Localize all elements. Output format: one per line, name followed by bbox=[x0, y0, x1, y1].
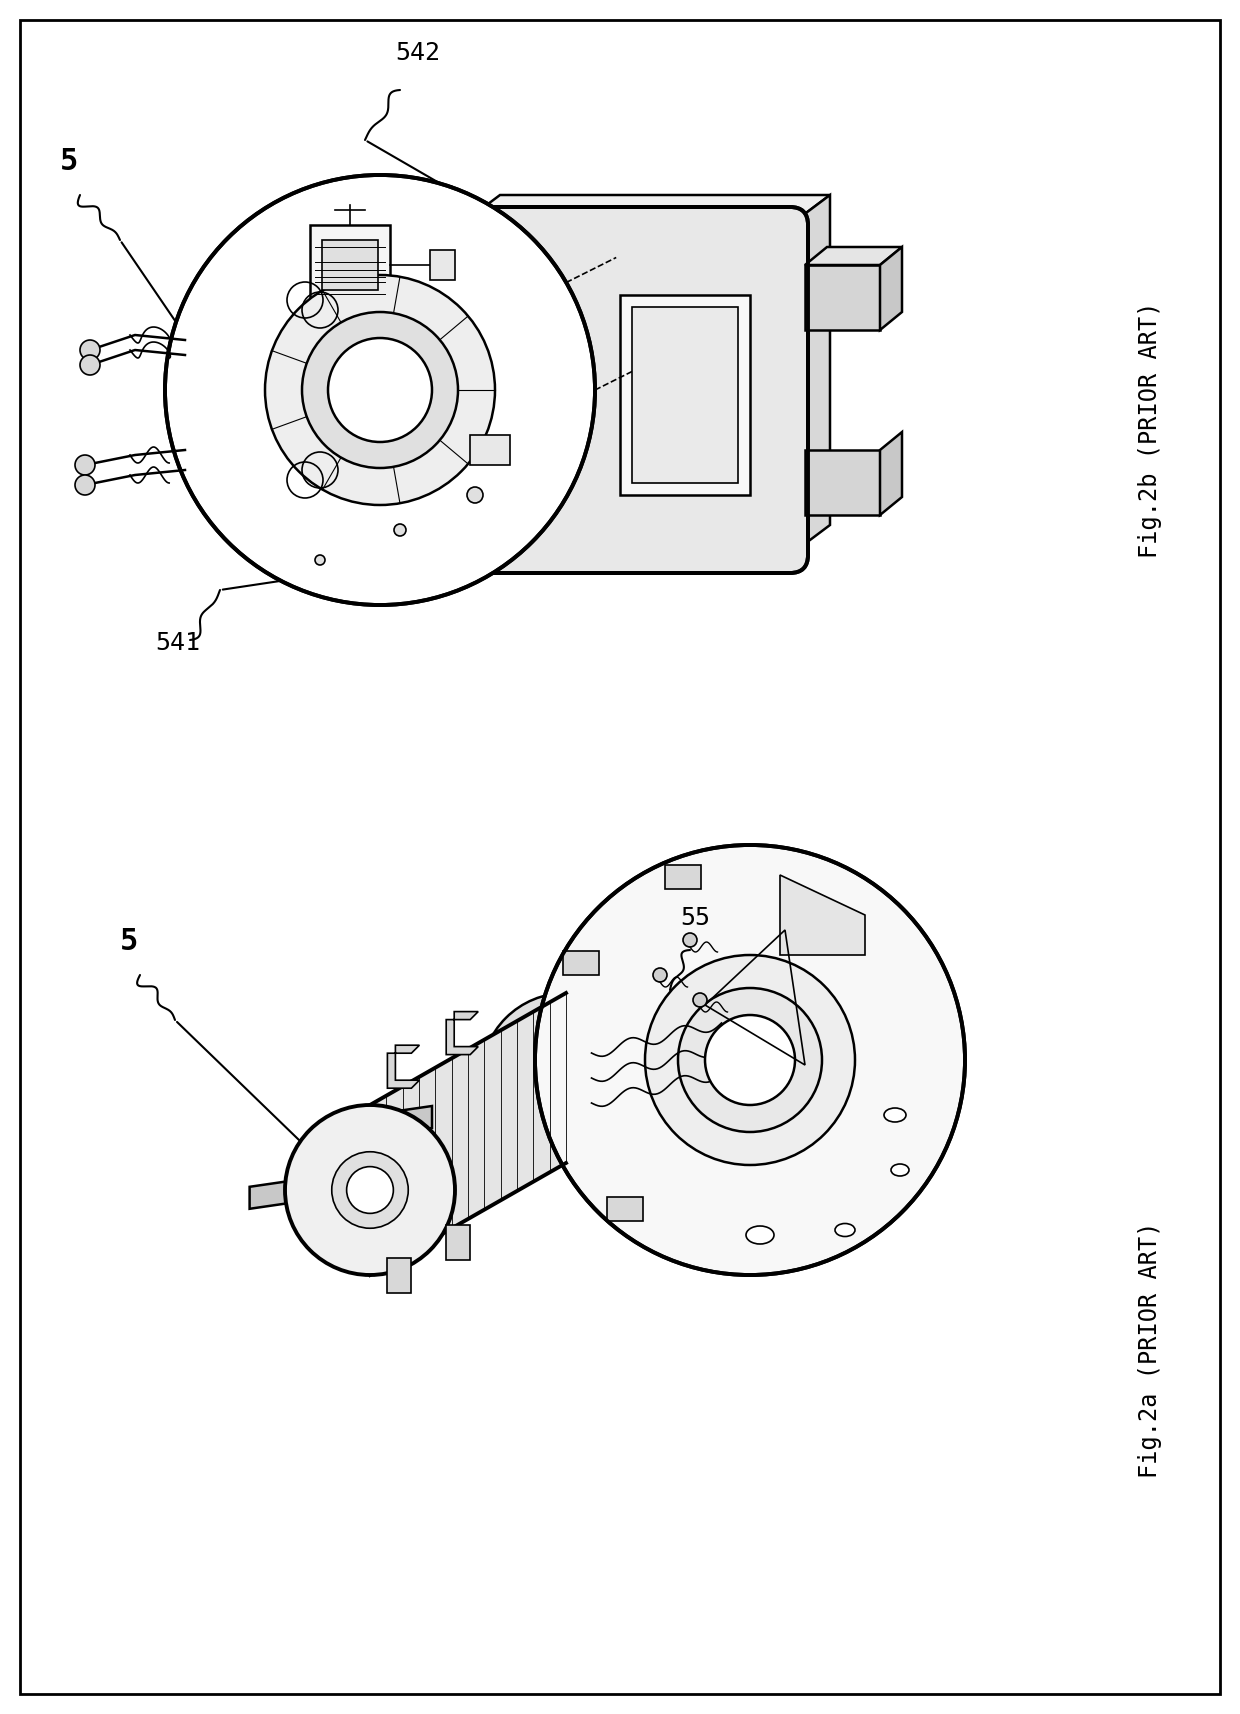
Ellipse shape bbox=[332, 1152, 408, 1229]
Polygon shape bbox=[430, 250, 455, 279]
Polygon shape bbox=[377, 1106, 432, 1136]
Circle shape bbox=[265, 274, 495, 506]
Circle shape bbox=[329, 338, 432, 442]
Polygon shape bbox=[632, 307, 738, 483]
Circle shape bbox=[467, 487, 484, 502]
Polygon shape bbox=[805, 451, 880, 514]
Circle shape bbox=[315, 555, 325, 566]
Circle shape bbox=[645, 955, 856, 1166]
Ellipse shape bbox=[892, 1164, 909, 1176]
Circle shape bbox=[706, 1015, 795, 1106]
Polygon shape bbox=[805, 247, 901, 266]
Text: 5: 5 bbox=[60, 147, 78, 177]
Text: Fig.2a (PRIOR ART): Fig.2a (PRIOR ART) bbox=[1138, 1222, 1162, 1477]
Polygon shape bbox=[370, 992, 565, 1275]
Text: 541: 541 bbox=[155, 631, 200, 655]
Circle shape bbox=[74, 454, 95, 475]
Polygon shape bbox=[310, 225, 391, 305]
Polygon shape bbox=[666, 866, 702, 890]
Polygon shape bbox=[460, 195, 830, 225]
Circle shape bbox=[683, 932, 697, 948]
Text: 5: 5 bbox=[120, 927, 139, 956]
Circle shape bbox=[165, 175, 595, 605]
Ellipse shape bbox=[835, 1224, 856, 1236]
Polygon shape bbox=[446, 1224, 470, 1260]
Circle shape bbox=[81, 355, 100, 375]
Ellipse shape bbox=[285, 1106, 455, 1275]
Polygon shape bbox=[606, 1198, 642, 1222]
Ellipse shape bbox=[481, 992, 651, 1164]
Polygon shape bbox=[880, 247, 901, 331]
Polygon shape bbox=[446, 1011, 479, 1054]
Polygon shape bbox=[563, 951, 599, 975]
Polygon shape bbox=[249, 1179, 305, 1208]
Polygon shape bbox=[322, 240, 378, 290]
Polygon shape bbox=[470, 435, 510, 464]
Polygon shape bbox=[319, 1140, 373, 1169]
Ellipse shape bbox=[746, 1226, 774, 1244]
Polygon shape bbox=[790, 195, 830, 555]
Polygon shape bbox=[387, 1258, 412, 1292]
Polygon shape bbox=[880, 432, 901, 514]
Circle shape bbox=[534, 845, 965, 1275]
Text: 55: 55 bbox=[680, 907, 711, 931]
Circle shape bbox=[678, 987, 822, 1131]
Polygon shape bbox=[805, 266, 880, 331]
Polygon shape bbox=[620, 295, 750, 495]
Ellipse shape bbox=[884, 1107, 906, 1123]
Circle shape bbox=[653, 968, 667, 982]
Circle shape bbox=[693, 992, 707, 1008]
Ellipse shape bbox=[347, 1167, 393, 1214]
Circle shape bbox=[81, 339, 100, 360]
FancyBboxPatch shape bbox=[441, 207, 808, 572]
Circle shape bbox=[394, 524, 405, 536]
Text: 542: 542 bbox=[396, 41, 440, 65]
Polygon shape bbox=[780, 876, 866, 955]
Polygon shape bbox=[387, 1046, 419, 1088]
Circle shape bbox=[303, 312, 458, 468]
Circle shape bbox=[74, 475, 95, 495]
Ellipse shape bbox=[543, 1054, 589, 1102]
Text: Fig.2b (PRIOR ART): Fig.2b (PRIOR ART) bbox=[1138, 302, 1162, 559]
